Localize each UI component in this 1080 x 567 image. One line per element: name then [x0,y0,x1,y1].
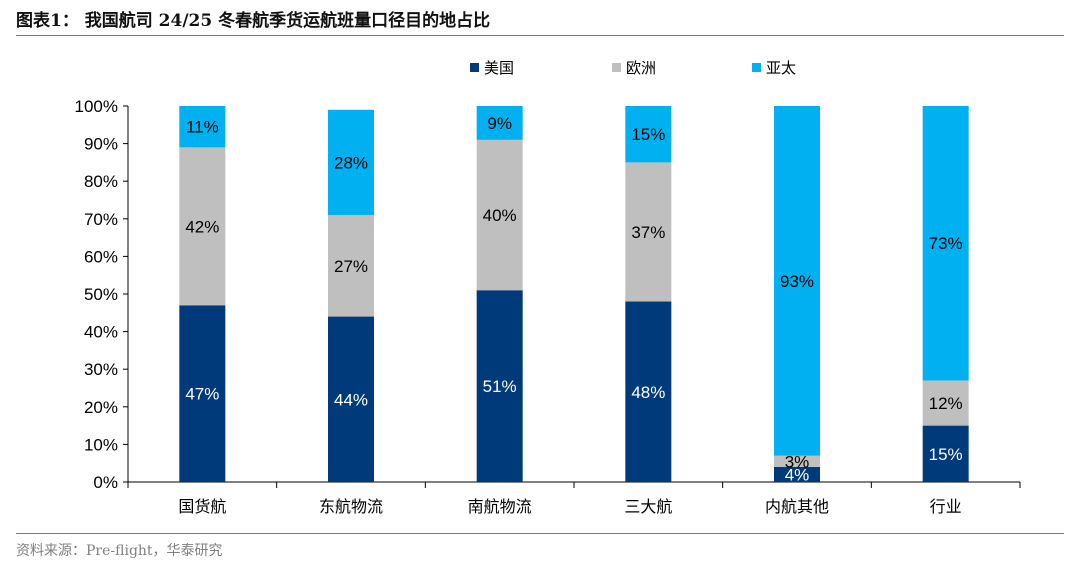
bar-segment [922,380,969,426]
legend-swatch [752,63,761,72]
bar-segment [625,162,672,302]
data-label: 93% [780,272,814,291]
bar-segment [922,425,969,482]
stacked-bar-chart: 0% 10% 20% 30% 40% 50% 60% 70% 80% 90% 100% 国货航 东航物流… [75,59,1021,516]
bar-segment [476,139,523,291]
data-label: 28% [334,153,368,172]
bar-segment [625,301,672,482]
bar-segment [625,106,672,163]
data-label: 47% [185,385,219,404]
data-label: 4% [785,465,810,484]
bar-segment [328,316,374,482]
bar-segment [328,215,374,317]
y-tick-label: 40% [84,323,118,342]
source-note: 资料来源：Pre-flight，华泰研究 [16,543,223,559]
bar-segment [179,305,226,482]
data-label: 42% [185,217,219,236]
bar-segment [774,466,820,482]
x-category-label: 三大航 [624,497,672,516]
legend-label: 亚太 [766,59,796,77]
data-label: 11% [186,118,219,137]
y-tick-label: 10% [84,435,118,454]
data-label: 9% [487,114,512,133]
y-tick-label: 80% [84,172,118,191]
bar-segment [476,106,523,140]
data-label: 15% [631,125,665,144]
x-category-label: 内航其他 [765,497,829,516]
y-tick-label: 30% [84,360,118,379]
data-label: 3% [785,452,810,471]
data-label: 73% [929,234,963,253]
y-tick-label: 20% [84,398,118,417]
y-tick-label: 100% [75,97,118,116]
bar-segment [179,147,226,306]
bar-segment [179,106,226,148]
data-label: 27% [334,257,368,276]
bar-segment [922,106,969,381]
bar-segment [774,455,820,467]
legend-swatch [470,63,479,72]
data-label: 37% [631,223,665,242]
figure-title: 图表1： 我国航司 24/25 冬春航季货运航班量口径目的地占比 [16,11,491,31]
bar-segment [774,106,820,456]
y-tick-label: 90% [84,135,118,154]
data-label: 44% [334,390,368,409]
data-label: 51% [483,377,517,396]
y-tick-label: 70% [84,210,118,229]
title-divider [16,35,1064,36]
footer-divider [16,533,1064,534]
bar-segment [328,109,374,216]
data-label: 15% [929,445,963,464]
legend-label: 欧洲 [626,59,656,77]
legend-label: 美国 [484,59,514,77]
y-tick-label: 60% [84,247,118,266]
x-category-label: 行业 [930,497,962,516]
data-label: 40% [483,206,517,225]
x-category-label: 南航物流 [468,497,532,516]
x-category-label: 东航物流 [319,497,383,516]
legend-swatch [612,63,621,72]
x-category-label: 国货航 [178,497,226,516]
data-label: 12% [929,394,963,413]
y-tick-label: 50% [84,285,118,304]
data-label: 48% [631,383,665,402]
y-tick-label: 0% [93,473,118,492]
bar-segment [476,290,523,482]
